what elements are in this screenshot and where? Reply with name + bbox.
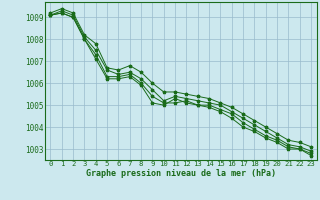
X-axis label: Graphe pression niveau de la mer (hPa): Graphe pression niveau de la mer (hPa)	[86, 169, 276, 178]
